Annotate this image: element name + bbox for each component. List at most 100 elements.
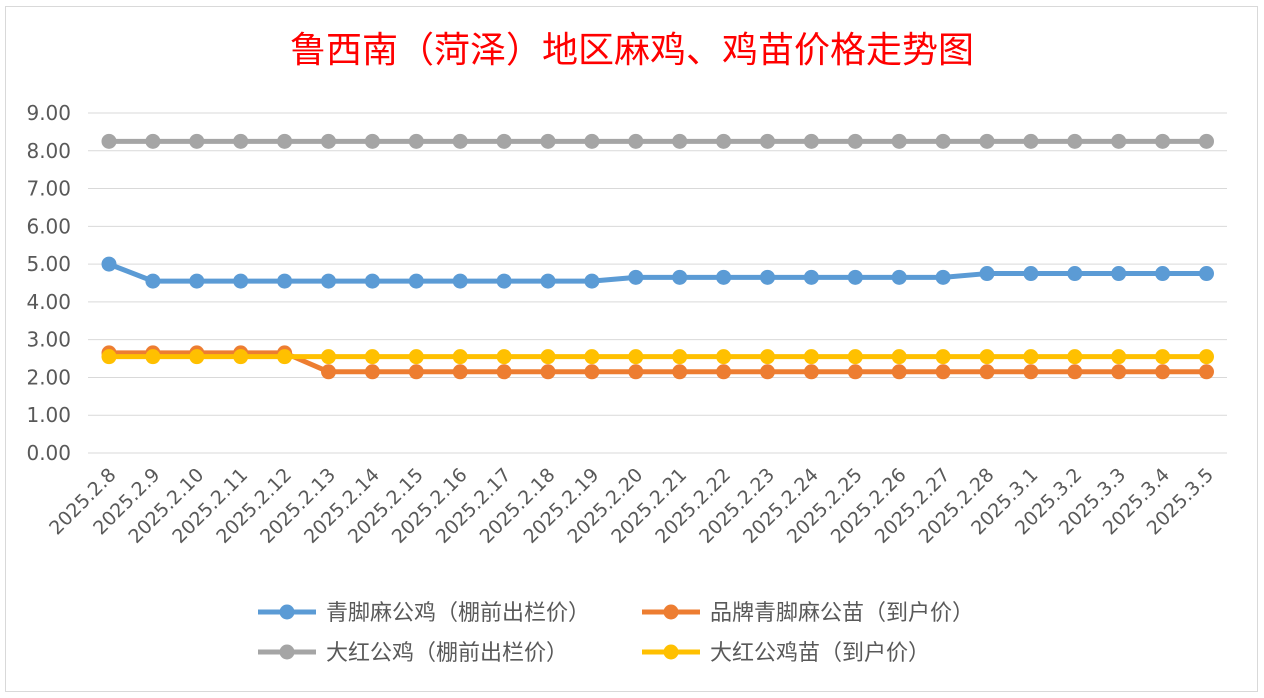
legend-label: 青脚麻公鸡（棚前出栏价）: [326, 601, 590, 626]
y-tick-label: 4.00: [26, 290, 71, 314]
legend-label: 大红公鸡（棚前出栏价）: [326, 641, 568, 666]
data-point: [716, 133, 732, 149]
y-tick-label: 3.00: [26, 328, 71, 352]
data-point: [584, 273, 600, 289]
data-point: [101, 349, 117, 365]
data-point: [452, 364, 468, 380]
data-point: [716, 269, 732, 285]
data-point: [189, 349, 205, 365]
gridlines: [88, 112, 1227, 454]
legend-item: 品牌青脚麻公苗（到户价）: [642, 601, 974, 626]
data-point: [364, 364, 380, 380]
data-point: [1023, 349, 1039, 365]
x-axis: 2025.2.82025.2.92025.2.102025.2.112025.2…: [45, 464, 1218, 548]
data-point: [1155, 133, 1171, 149]
chart-frame: [5, 6, 1258, 692]
data-point: [979, 349, 995, 365]
data-point: [803, 269, 819, 285]
data-point: [145, 273, 161, 289]
series-3: [101, 133, 1214, 149]
data-point: [189, 133, 205, 149]
legend-swatch-marker: [279, 644, 295, 660]
data-point: [496, 133, 512, 149]
legend-item: 大红公鸡（棚前出栏价）: [258, 641, 568, 666]
y-tick-label: 0.00: [26, 441, 71, 465]
data-point: [496, 273, 512, 289]
data-point: [1023, 133, 1039, 149]
data-point: [145, 349, 161, 365]
data-point: [935, 349, 951, 365]
data-point: [803, 364, 819, 380]
data-point: [1199, 349, 1214, 365]
series-1: [101, 256, 1214, 289]
data-point: [1067, 364, 1083, 380]
data-point: [891, 349, 907, 365]
series-4: [101, 349, 1214, 365]
data-point: [189, 273, 205, 289]
data-point: [321, 133, 336, 149]
data-point: [979, 266, 995, 282]
data-point: [760, 133, 775, 149]
data-point: [408, 364, 424, 380]
series-group: [101, 133, 1214, 380]
data-point: [760, 269, 775, 285]
y-tick-label: 2.00: [26, 365, 71, 389]
data-point: [935, 133, 951, 149]
data-point: [1111, 364, 1127, 380]
data-point: [540, 273, 556, 289]
legend-item: 青脚麻公鸡（棚前出栏价）: [258, 601, 590, 626]
y-tick-label: 5.00: [26, 252, 71, 276]
legend-item: 大红公鸡苗（到户价）: [642, 641, 930, 666]
legend-label: 品牌青脚麻公苗（到户价）: [710, 601, 974, 626]
data-point: [584, 349, 600, 365]
data-point: [891, 269, 907, 285]
data-point: [847, 269, 863, 285]
series-2: [101, 345, 1214, 380]
data-point: [145, 133, 161, 149]
data-point: [891, 133, 907, 149]
y-tick-label: 9.00: [26, 101, 71, 125]
data-point: [452, 349, 468, 365]
data-point: [672, 364, 688, 380]
legend: 青脚麻公鸡（棚前出栏价） 品牌青脚麻公苗（到户价） 大红公鸡（棚前出栏价） 大红公鸡苗…: [258, 601, 974, 666]
data-point: [364, 349, 380, 365]
y-tick-label: 1.00: [26, 403, 71, 427]
data-point: [233, 273, 249, 289]
data-point: [408, 349, 424, 365]
legend-swatch-marker: [663, 604, 679, 620]
chart-title: 鲁西南（菏泽）地区麻鸡、鸡苗价格走势图: [290, 30, 974, 71]
data-point: [847, 349, 863, 365]
data-point: [760, 349, 775, 365]
data-point: [628, 269, 644, 285]
data-point: [408, 133, 424, 149]
data-point: [891, 364, 907, 380]
data-point: [935, 269, 951, 285]
data-point: [716, 364, 732, 380]
data-point: [628, 364, 644, 380]
data-point: [1155, 364, 1171, 380]
data-point: [1111, 266, 1127, 282]
data-point: [1155, 266, 1171, 282]
data-point: [1199, 266, 1214, 282]
data-point: [672, 133, 688, 149]
data-point: [233, 133, 249, 149]
data-point: [584, 133, 600, 149]
data-point: [496, 349, 512, 365]
data-point: [1111, 349, 1127, 365]
data-point: [364, 273, 380, 289]
y-axis: 0.00 1.00 2.00 3.00 4.00 5.00 6.00 7.00 8.00 9.00: [26, 101, 71, 465]
data-point: [628, 133, 644, 149]
data-point: [277, 133, 293, 149]
data-point: [321, 273, 336, 289]
data-point: [452, 273, 468, 289]
data-point: [540, 133, 556, 149]
y-tick-label: 6.00: [26, 214, 71, 238]
data-point: [496, 364, 512, 380]
data-point: [408, 273, 424, 289]
legend-label: 大红公鸡苗（到户价）: [710, 641, 930, 666]
data-point: [101, 256, 117, 272]
data-point: [321, 349, 336, 365]
data-point: [1199, 133, 1214, 149]
data-point: [979, 364, 995, 380]
